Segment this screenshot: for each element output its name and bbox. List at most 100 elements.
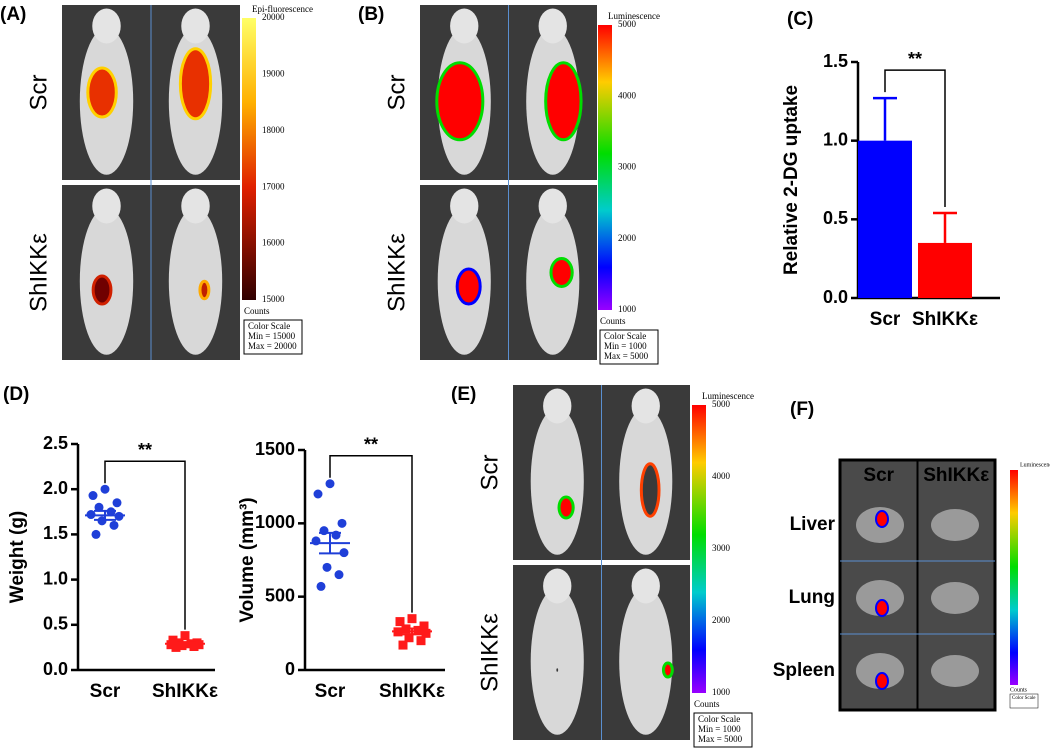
scale-min: Min = 1000 bbox=[604, 341, 647, 351]
signal bbox=[86, 66, 118, 119]
row-label: ShIKKε bbox=[383, 233, 410, 312]
data-point bbox=[407, 614, 417, 624]
animal-head bbox=[181, 188, 210, 224]
x-tick-label: ShIKKε bbox=[379, 681, 445, 702]
animal-head bbox=[631, 568, 660, 604]
organ bbox=[856, 580, 904, 616]
y-tick-label: 2.0 bbox=[43, 478, 68, 498]
x-tick-label: Scr bbox=[90, 681, 121, 702]
signal bbox=[639, 462, 661, 518]
signal bbox=[661, 661, 674, 679]
y-axis-title: Weight (g) bbox=[7, 511, 28, 604]
significance-label: ** bbox=[138, 440, 152, 460]
data-point bbox=[404, 633, 414, 643]
color-bar-tick: 3000 bbox=[712, 543, 731, 553]
data-point bbox=[189, 641, 199, 651]
organ bbox=[931, 655, 979, 687]
color-bar-units: Counts bbox=[244, 306, 270, 316]
data-point bbox=[94, 502, 104, 512]
color-bar-units: Counts bbox=[1010, 687, 1028, 693]
signal bbox=[435, 61, 485, 142]
signal bbox=[198, 279, 211, 301]
color-bar-tick: 18000 bbox=[262, 125, 285, 135]
scale-box bbox=[693, 712, 753, 748]
row-label: Scr bbox=[383, 74, 410, 110]
animal-head bbox=[538, 188, 567, 224]
color-bar-tick: 4000 bbox=[618, 90, 637, 100]
signal bbox=[549, 257, 574, 288]
signal bbox=[91, 274, 113, 306]
color-bar bbox=[692, 405, 706, 693]
y-tick-label: 1.5 bbox=[823, 51, 848, 71]
panel-label: (F) bbox=[790, 399, 814, 420]
animal-head bbox=[181, 8, 210, 44]
animal-head bbox=[450, 188, 479, 224]
animal-head bbox=[450, 8, 479, 44]
significance-bracket bbox=[329, 454, 413, 613]
scale-box bbox=[243, 319, 303, 355]
color-bar bbox=[242, 18, 256, 300]
animal-head bbox=[543, 568, 572, 604]
color-bar-tick: 20000 bbox=[262, 12, 285, 22]
data-point bbox=[416, 636, 426, 646]
data-point bbox=[398, 640, 408, 650]
color-bar-tick: 19000 bbox=[262, 68, 285, 78]
signal bbox=[544, 61, 583, 142]
organ bbox=[856, 653, 904, 689]
animal bbox=[619, 587, 673, 735]
signal bbox=[556, 668, 559, 672]
color-bar-tick: 3000 bbox=[618, 162, 637, 172]
scale-max: Max = 5000 bbox=[604, 351, 649, 361]
color-bar bbox=[598, 25, 612, 310]
y-tick-label: 500 bbox=[265, 585, 295, 605]
data-point bbox=[112, 498, 122, 508]
y-tick-label: 2.5 bbox=[43, 433, 68, 453]
animal bbox=[530, 407, 584, 555]
y-tick-label: 0.5 bbox=[823, 208, 848, 228]
scale-title: Color Scale bbox=[698, 714, 740, 724]
signal bbox=[875, 510, 889, 528]
column-label: Scr bbox=[863, 465, 894, 486]
significance-bracket bbox=[104, 460, 186, 630]
data-point bbox=[168, 635, 178, 645]
panel-label: (E) bbox=[451, 384, 476, 405]
animal-head bbox=[543, 388, 572, 424]
data-point bbox=[100, 484, 110, 494]
row-label: Liver bbox=[790, 514, 836, 535]
y-tick-label: 0 bbox=[285, 659, 295, 679]
y-tick-label: 1000 bbox=[255, 512, 295, 532]
color-bar-units: Counts bbox=[600, 316, 626, 326]
significance-bracket bbox=[884, 69, 946, 208]
row-label: Lung bbox=[789, 587, 835, 608]
row-label: Scr bbox=[25, 74, 52, 110]
animal-head bbox=[538, 8, 567, 44]
column-label: ShIKKε bbox=[923, 465, 989, 486]
significance-label: ** bbox=[364, 434, 378, 454]
color-bar-title: Luminescence bbox=[1020, 462, 1050, 468]
y-tick-label: 1.5 bbox=[43, 523, 68, 543]
row-label: ShIKKε bbox=[476, 613, 503, 692]
signal bbox=[455, 267, 482, 306]
bar bbox=[918, 242, 972, 298]
color-bar-tick: 1000 bbox=[712, 687, 731, 697]
color-bar-units: Counts bbox=[694, 699, 720, 709]
data-point bbox=[334, 570, 344, 580]
color-bar-tick: 4000 bbox=[712, 471, 731, 481]
data-point bbox=[395, 617, 405, 627]
x-tick-label: ShIKKε bbox=[152, 681, 218, 702]
scale-box bbox=[599, 329, 659, 365]
row-label: Scr bbox=[476, 454, 503, 490]
significance-label: ** bbox=[908, 49, 922, 69]
signal bbox=[875, 672, 889, 690]
data-point bbox=[316, 581, 326, 591]
y-tick-label: 1.0 bbox=[823, 129, 848, 149]
bar bbox=[858, 140, 912, 298]
y-axis-title: Volume (mm³) bbox=[237, 497, 258, 622]
scale-title: Color Scale bbox=[248, 321, 290, 331]
color-bar-tick: 5000 bbox=[618, 19, 637, 29]
color-bar-title: Luminescence bbox=[608, 11, 660, 21]
y-axis-title: Relative 2-DG uptake bbox=[781, 85, 802, 275]
color-bar-tick: 17000 bbox=[262, 181, 285, 191]
animal bbox=[168, 207, 223, 355]
